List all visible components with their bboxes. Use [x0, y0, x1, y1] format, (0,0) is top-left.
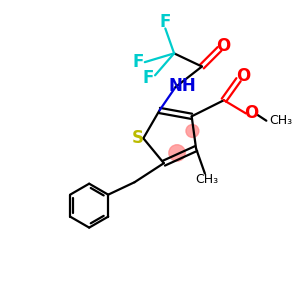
- Text: S: S: [132, 129, 144, 147]
- Text: F: F: [143, 69, 154, 87]
- Text: O: O: [216, 37, 230, 55]
- Text: CH₃: CH₃: [195, 173, 218, 186]
- Text: O: O: [244, 104, 258, 122]
- Text: NH: NH: [168, 76, 196, 94]
- Text: O: O: [236, 67, 250, 85]
- Circle shape: [186, 124, 199, 137]
- Text: F: F: [133, 53, 144, 71]
- Text: CH₃: CH₃: [269, 114, 292, 127]
- Text: F: F: [160, 13, 171, 31]
- Circle shape: [169, 145, 185, 161]
